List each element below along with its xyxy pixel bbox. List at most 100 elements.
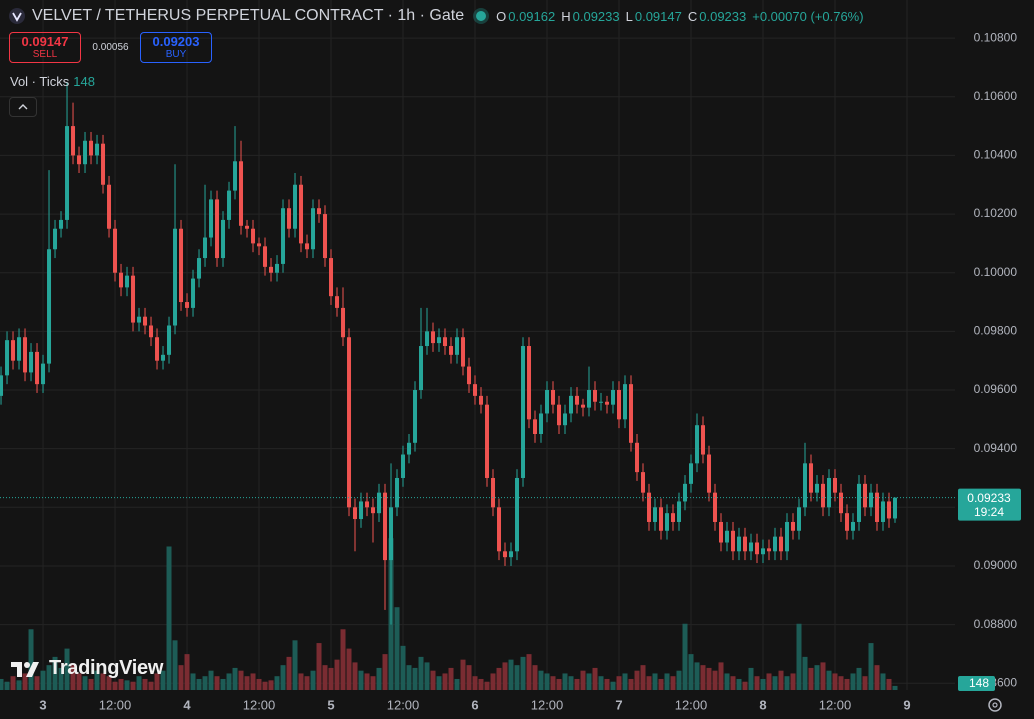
collapse-button[interactable] [9,97,37,117]
candle-body [851,521,856,531]
candle-body [773,536,778,552]
candle-body [227,190,232,220]
candle-body [293,184,298,229]
candle-body [401,454,406,478]
candle-body [221,219,226,259]
volume-bar [682,623,688,690]
candle-body [845,513,850,531]
volume-bar [52,656,58,690]
volume-bar [148,681,154,690]
x-tick-label: 12:00 [387,697,420,712]
candle-body [461,337,466,367]
candle-body [389,507,394,561]
candle-body [59,219,64,229]
candle-body [359,501,364,520]
sell-button[interactable]: 0.09147 SELL [9,32,81,63]
last-volume-label: 148 [969,676,989,690]
volume-bar [766,673,772,690]
x-tick-label: 12:00 [531,697,564,712]
volume-bar [880,673,886,690]
volume-bar [460,659,466,690]
candle-body [287,208,292,229]
volume-bar [688,654,694,690]
volume-bar [778,670,784,690]
volume-bar [166,546,172,690]
candle-body [185,302,190,308]
buy-button[interactable]: 0.09203 BUY [140,32,212,63]
candle-body [719,521,724,543]
ohlc-key: O [496,8,507,24]
candle-body [479,395,484,405]
legend-header: VELVET / TETHERUS PERPETUAL CONTRACT · 1… [8,4,864,28]
candle-body [593,390,598,402]
candle-body [761,548,766,555]
axes: 0.10800 0.10600 0.10400 0.10200 0.10000 0.098… [0,30,1021,712]
volume-bar [178,665,184,690]
volume-bar [316,643,322,690]
candle-body [233,161,238,191]
volume-bar [484,681,490,690]
candle-body [203,237,208,259]
candle-body [53,228,58,250]
volume-bar [520,656,526,690]
candle-body [545,390,550,414]
candle-body [35,351,40,385]
candle-body [869,492,874,508]
ohlc-key: C [687,8,698,24]
y-tick-label: 0.08800 [974,617,1018,631]
volume-bar [298,673,304,690]
volume-bar [862,676,868,690]
ohlc-close: C 0.09233 [688,9,746,24]
volume-bar [874,665,880,690]
volume-bar [646,676,652,690]
candle-body [587,390,592,408]
candle-body [353,507,358,520]
candle-body [737,536,742,552]
volume-bar [220,678,226,690]
ohlc-value: 0.09233 [699,8,747,24]
candle-body [419,346,424,391]
candle-body [317,208,322,215]
market-status [476,11,487,21]
candle-body [467,366,472,385]
candle-body [893,497,898,519]
volume-bar [550,676,556,690]
x-tick-label: 4 [183,697,191,712]
candle-body [65,126,70,220]
volume-bar [88,678,94,690]
volume-bar [442,673,448,690]
x-tick-label: 5 [327,697,334,712]
candle-body [671,513,676,522]
candle-body [23,337,28,373]
volume-bar [0,678,4,690]
volume-bar [394,607,400,690]
volume-bar [724,673,730,690]
candle-body [767,548,772,552]
volume-bar [814,665,820,690]
ohlc-low: L 0.09147 [626,9,682,24]
volume-bar [730,676,736,690]
volume-bar [268,680,274,690]
volume-bar [94,670,100,690]
candle-body [827,477,832,508]
candle-body [125,275,130,288]
candle-body [173,228,178,326]
volume-bar [82,676,88,690]
candle-body [701,425,706,455]
volume-bar [592,667,598,690]
logo-dot [24,661,30,668]
candle-body [11,340,16,361]
volume-bar [676,670,682,690]
candle-body [107,184,112,229]
candle-body [101,143,106,185]
watermark-text: TradingView [49,657,164,679]
candle-body [197,258,202,279]
candle-body [341,307,346,338]
settings-icon[interactable] [988,698,1002,712]
volume-bar [40,670,46,690]
candle-body [17,337,22,361]
candle-body [659,507,664,531]
volume-bar [376,667,382,690]
candle-body [179,228,184,303]
candle-body [239,161,244,226]
